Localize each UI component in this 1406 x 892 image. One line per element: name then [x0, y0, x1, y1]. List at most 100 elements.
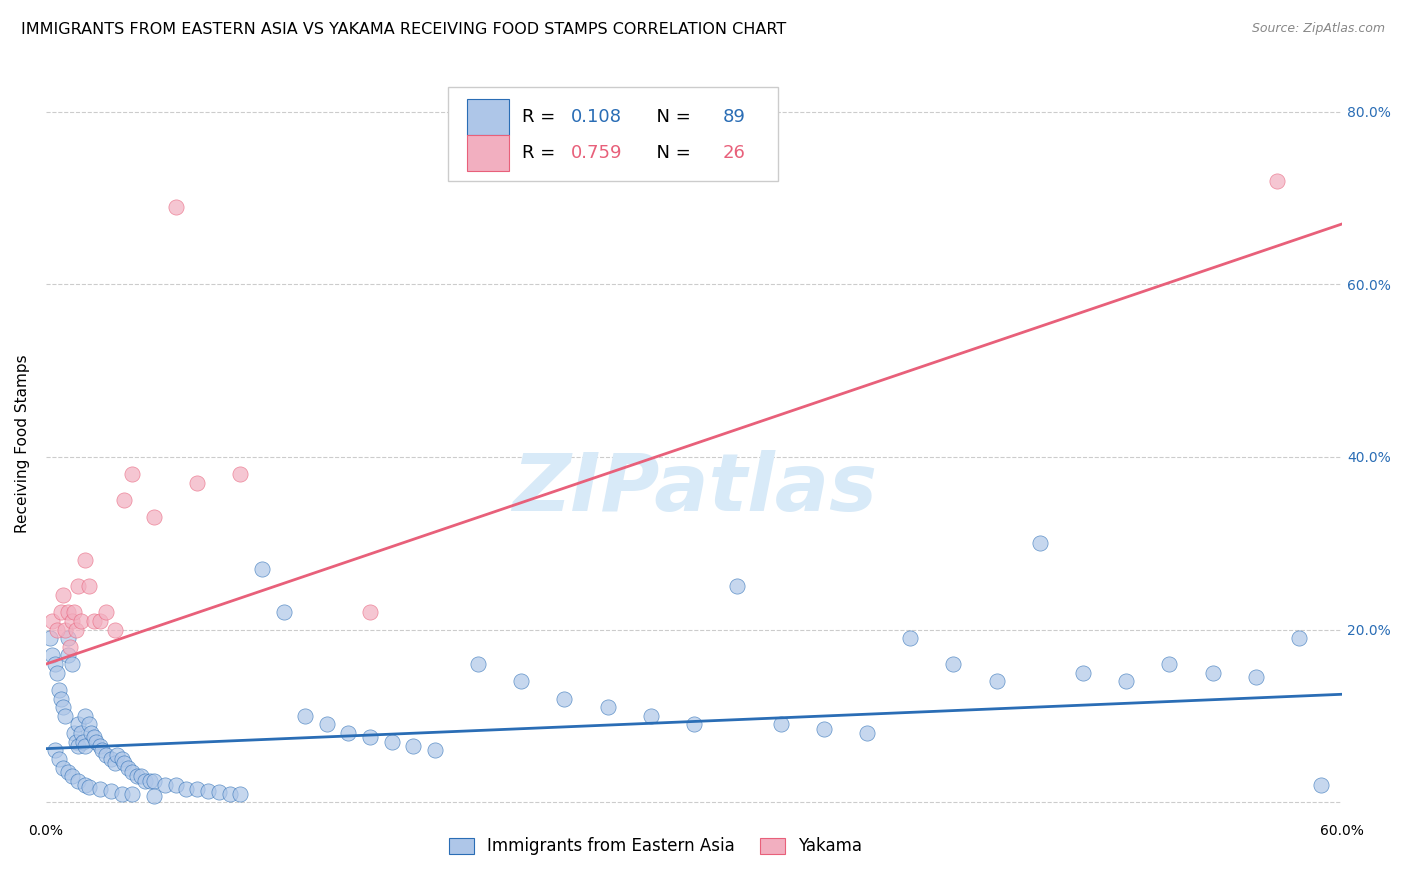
Point [100, 752, 122, 766]
Point [84, 735, 107, 749]
Legend: Immigrants from Eastern Asia, Yakama: Immigrants from Eastern Asia, Yakama [440, 829, 870, 863]
Point [48, 752, 70, 766]
Point [110, 787, 132, 801]
Point [1071, 665, 1094, 680]
Point [381, 735, 404, 749]
Point [72, 735, 94, 749]
Point [125, 769, 148, 783]
Point [69, 614, 91, 628]
Point [52, 700, 75, 714]
Point [725, 579, 748, 593]
Point [117, 761, 139, 775]
Point [91, 743, 114, 757]
Point [73, 553, 96, 567]
Point [49, 691, 72, 706]
Text: 0.108: 0.108 [571, 108, 621, 127]
Point [77, 780, 100, 794]
Point [39, 631, 62, 645]
Point [856, 726, 879, 740]
Point [186, 782, 208, 797]
Point [134, 773, 156, 788]
Point [813, 722, 835, 736]
Point [553, 691, 575, 706]
Text: R =: R = [522, 108, 561, 127]
Point [1309, 778, 1331, 792]
Point [359, 731, 381, 745]
Text: N =: N = [645, 144, 696, 161]
Point [89, 614, 111, 628]
Point [69, 726, 91, 740]
Point [683, 717, 706, 731]
Point [67, 773, 90, 788]
Text: 89: 89 [723, 108, 745, 127]
Point [52, 761, 75, 775]
Point [112, 756, 135, 771]
Point [55, 709, 77, 723]
Point [197, 784, 219, 798]
Point [44, 743, 66, 757]
Point [186, 475, 208, 490]
Point [96, 747, 118, 762]
Text: N =: N = [645, 108, 696, 127]
Point [65, 735, 87, 749]
Point [77, 717, 100, 731]
Point [218, 787, 240, 801]
Text: ZIPatlas: ZIPatlas [512, 450, 876, 528]
Point [96, 605, 118, 619]
Point [83, 731, 105, 745]
Point [121, 764, 143, 779]
Point [60, 769, 83, 783]
Point [67, 739, 90, 753]
Point [1115, 674, 1137, 689]
Point [104, 756, 127, 771]
Point [143, 789, 166, 804]
Point [59, 640, 82, 654]
Point [73, 709, 96, 723]
Point [56, 631, 79, 645]
Text: 26: 26 [723, 144, 745, 161]
Point [105, 747, 128, 762]
Point [402, 739, 425, 753]
Point [986, 674, 1008, 689]
Point [640, 709, 662, 723]
Point [48, 682, 70, 697]
Y-axis label: Receiving Food Stamps: Receiving Food Stamps [15, 355, 30, 533]
Point [41, 648, 63, 663]
Point [250, 562, 273, 576]
Point [143, 773, 166, 788]
Point [942, 657, 965, 671]
Point [73, 739, 96, 753]
Point [315, 717, 337, 731]
Point [56, 605, 79, 619]
Point [467, 657, 489, 671]
Text: R =: R = [522, 144, 561, 161]
Point [77, 579, 100, 593]
Point [73, 778, 96, 792]
Text: IMMIGRANTS FROM EASTERN ASIA VS YAKAMA RECEIVING FOOD STAMPS CORRELATION CHART: IMMIGRANTS FROM EASTERN ASIA VS YAKAMA R… [21, 22, 786, 37]
Point [165, 778, 187, 792]
Point [65, 623, 87, 637]
Point [45, 665, 67, 680]
Point [89, 782, 111, 797]
Point [52, 588, 75, 602]
Point [112, 493, 135, 508]
Point [1159, 657, 1181, 671]
Point [104, 623, 127, 637]
Point [294, 709, 316, 723]
Point [60, 614, 83, 628]
Point [55, 623, 77, 637]
Point [63, 726, 86, 740]
Point [121, 788, 143, 802]
Point [1244, 670, 1267, 684]
Point [138, 773, 160, 788]
Point [337, 726, 360, 740]
Point [41, 614, 63, 628]
Point [769, 717, 792, 731]
Point [67, 579, 90, 593]
Point [1029, 536, 1052, 550]
Point [208, 785, 231, 799]
Point [143, 510, 166, 524]
Point [359, 605, 381, 619]
Point [63, 605, 86, 619]
Point [165, 200, 187, 214]
